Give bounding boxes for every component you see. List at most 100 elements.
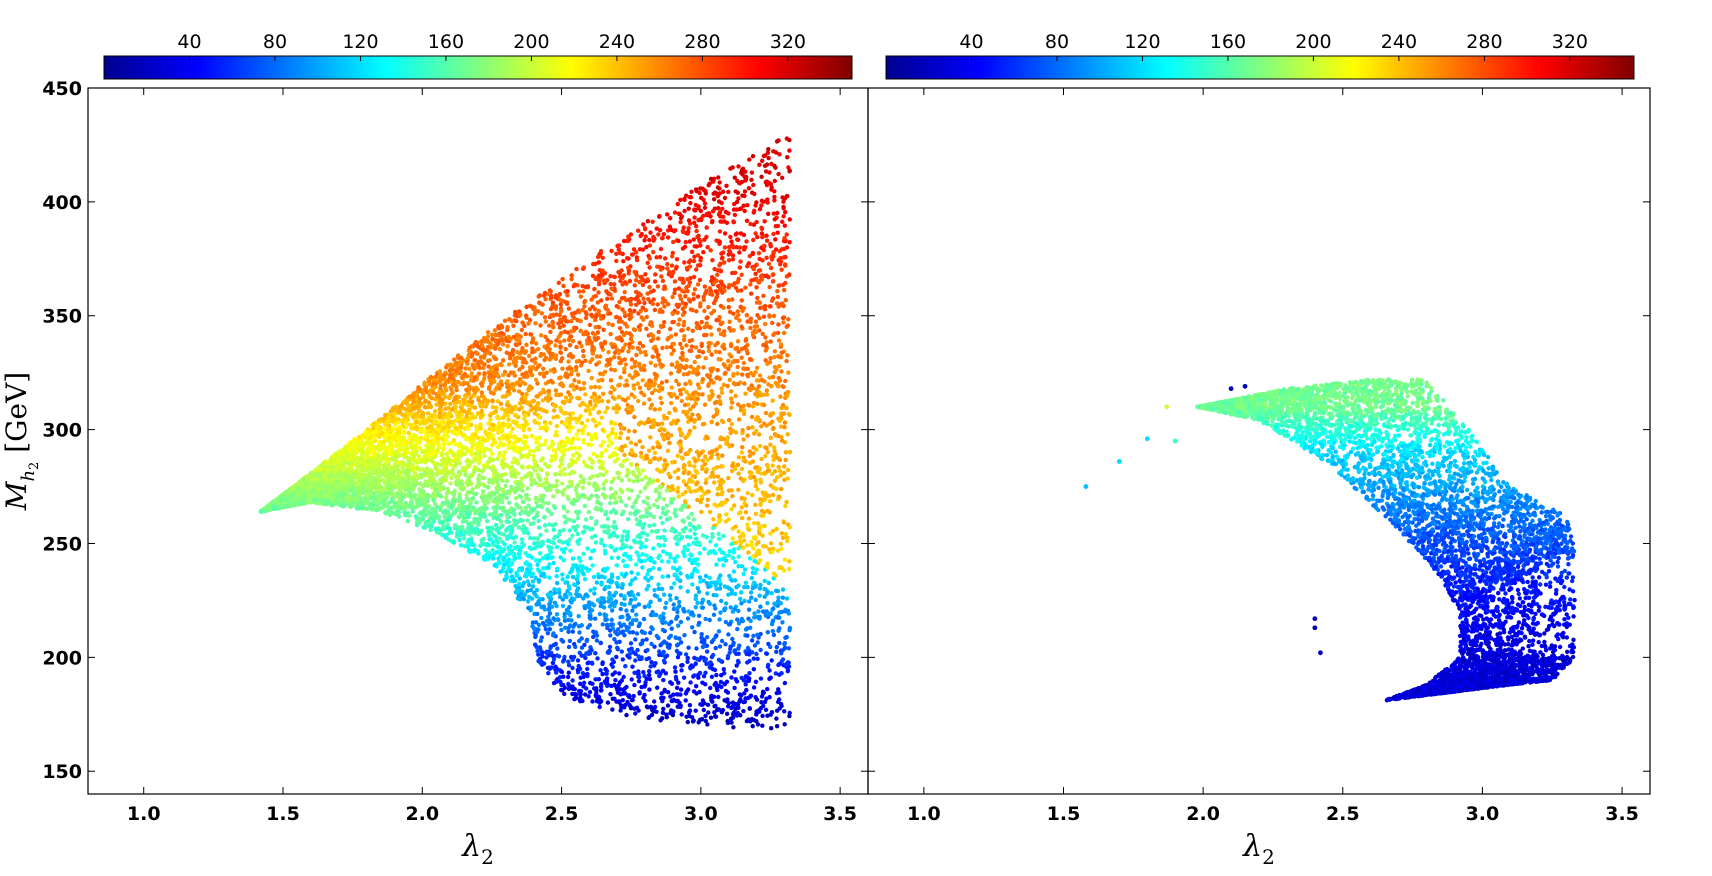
scatter-point: [498, 570, 502, 574]
scatter-point: [657, 214, 661, 218]
scatter-point: [634, 442, 638, 446]
scatter-point: [780, 195, 784, 199]
scatter-point: [590, 376, 594, 380]
scatter-point: [784, 298, 788, 302]
scatter-point: [469, 378, 473, 382]
scatter-point: [514, 360, 518, 364]
scatter-point: [562, 487, 566, 491]
scatter-point: [758, 503, 762, 507]
scatter-point: [607, 438, 611, 442]
scatter-point: [561, 604, 565, 608]
scatter-point: [647, 449, 651, 453]
scatter-point: [566, 675, 570, 679]
scatter-point: [688, 680, 692, 684]
scatter-point: [595, 656, 599, 660]
scatter-point: [629, 462, 633, 466]
scatter-point: [539, 639, 543, 643]
scatter-point: [714, 646, 718, 650]
scatter-point: [653, 451, 657, 455]
scatter-point: [527, 354, 531, 358]
scatter-point: [416, 404, 420, 408]
scatter-point: [619, 607, 623, 611]
scatter-point: [705, 321, 709, 325]
scatter-point: [539, 616, 543, 620]
scatter-point: [531, 336, 535, 340]
scatter-point: [560, 356, 564, 360]
scatter-point: [774, 433, 778, 437]
scatter-point: [766, 630, 770, 634]
scatter-point: [759, 480, 763, 484]
scatter-point: [708, 576, 712, 580]
scatter-point: [547, 666, 551, 670]
scatter-point: [490, 398, 494, 402]
scatter-point: [625, 383, 629, 387]
scatter-point: [482, 468, 486, 472]
scatter-point: [734, 525, 738, 529]
scatter-point: [687, 543, 691, 547]
scatter-point: [647, 397, 651, 401]
scatter-point: [677, 532, 681, 536]
scatter-point: [583, 504, 587, 508]
scatter-point: [484, 430, 488, 434]
scatter-point: [651, 302, 655, 306]
scatter-point: [529, 482, 533, 486]
scatter-point: [528, 536, 532, 540]
scatter-point: [718, 229, 722, 233]
scatter-point: [687, 460, 691, 464]
scatter-point: [581, 349, 585, 353]
scatter-point: [444, 495, 448, 499]
scatter-point: [532, 516, 536, 520]
scatter-point: [614, 452, 618, 456]
scatter-point: [715, 504, 719, 508]
scatter-point: [727, 488, 731, 492]
scatter-point: [633, 711, 637, 715]
scatter-point: [703, 714, 707, 718]
scatter-point: [754, 598, 758, 602]
scatter-point: [748, 707, 752, 711]
scatter-point: [572, 378, 576, 382]
scatter-point: [783, 722, 787, 726]
scatter-point: [571, 575, 575, 579]
scatter-point: [407, 431, 411, 435]
scatter-point: [615, 563, 619, 567]
scatter-point: [656, 505, 660, 509]
scatter-point: [719, 386, 723, 390]
scatter-point: [542, 442, 546, 446]
scatter-point: [743, 245, 747, 249]
scatter-point: [718, 610, 722, 614]
scatter-point: [692, 630, 696, 634]
scatter-point: [631, 630, 635, 634]
scatter-point: [695, 450, 699, 454]
scatter-point: [787, 559, 791, 563]
scatter-point: [608, 274, 612, 278]
scatter-point: [558, 595, 562, 599]
scatter-point: [606, 434, 610, 438]
scatter-point: [647, 238, 651, 242]
scatter-point: [692, 255, 696, 259]
scatter-point: [680, 399, 684, 403]
scatter-point: [696, 282, 700, 286]
scatter-point: [608, 645, 612, 649]
scatter-point: [742, 381, 746, 385]
scatter-point: [583, 392, 587, 396]
scatter-point: [632, 473, 636, 477]
scatter-point: [591, 563, 595, 567]
scatter-point: [562, 692, 566, 696]
scatter-point: [636, 229, 640, 233]
scatter-point: [520, 405, 524, 409]
scatter-point: [501, 566, 505, 570]
scatter-point: [645, 533, 649, 537]
scatter-point: [578, 446, 582, 450]
scatter-point: [675, 542, 679, 546]
scatter-point: [687, 218, 691, 222]
scatter-point: [667, 411, 671, 415]
scatter-point: [561, 577, 565, 581]
scatter-point: [708, 618, 712, 622]
scatter-point: [546, 671, 550, 675]
scatter-point: [747, 671, 751, 675]
scatter-point: [774, 589, 778, 593]
scatter-point: [588, 556, 592, 560]
scatter-point: [511, 444, 515, 448]
scatter-point: [554, 338, 558, 342]
